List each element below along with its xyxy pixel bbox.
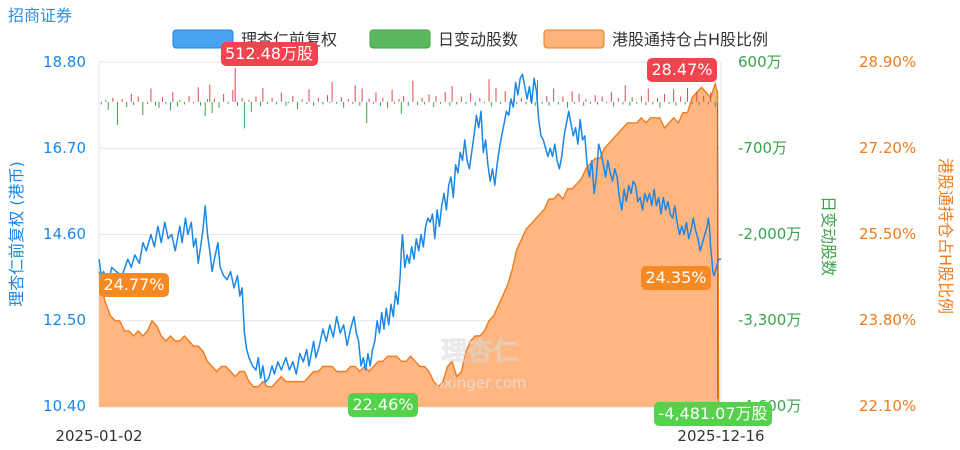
- price-line: [98, 73, 721, 384]
- left-tick: 14.60: [43, 225, 86, 243]
- holding-area: [98, 81, 721, 408]
- right-tick: 25.50%: [859, 225, 916, 243]
- change-bars: [100, 67, 719, 400]
- holding-line: [98, 81, 721, 408]
- callout-holding-min-text: 22.46%: [352, 395, 413, 414]
- legend-item-change[interactable]: 日变动股数: [369, 29, 518, 49]
- callout-holding-end: 24.35%: [641, 266, 711, 290]
- right-tick: 27.20%: [859, 139, 916, 157]
- right-axis: 28.90% 27.20% 25.50% 23.80% 22.10%: [859, 53, 916, 415]
- callout-change-max-text: 512.48万股: [225, 44, 313, 63]
- legend-swatch-price: [172, 29, 234, 49]
- callout-holding-end-text: 24.35%: [645, 268, 706, 287]
- mid-tick: 600万: [738, 53, 782, 71]
- legend-item-holding[interactable]: 港股通持仓占H股比例: [543, 29, 768, 49]
- left-axis: 18.80 16.70 14.60 12.50 10.40: [43, 53, 86, 415]
- holding-area-fill: [99, 83, 721, 408]
- callout-holding-start-text: 24.77%: [103, 275, 164, 294]
- callout-holding-max-text: 28.47%: [651, 60, 712, 79]
- right-axis-title: 港股通持仓占H股比例: [936, 158, 955, 314]
- callout-change-min: -4,481.07万股: [654, 402, 772, 426]
- callout-holding-max: 28.47%: [647, 58, 717, 82]
- mid-axis-title: 日变动股数: [819, 196, 838, 276]
- watermark-site: lixinger.com: [435, 374, 526, 392]
- callouts: 512.48万股 -4,481.07万股 28.47% 22.46% 24.77…: [99, 42, 772, 426]
- callout-change-max: 512.48万股: [221, 42, 318, 66]
- watermark-logo: 理杏仁: [441, 337, 519, 367]
- right-tick: 23.80%: [859, 311, 916, 329]
- left-tick: 18.80: [43, 53, 86, 71]
- left-tick: 10.40: [43, 397, 86, 415]
- callout-change-min-text: -4,481.07万股: [658, 404, 767, 423]
- legend-label-change: 日变动股数: [438, 30, 518, 49]
- right-tick: 22.10%: [859, 397, 916, 415]
- legend-swatch-holding: [543, 29, 605, 49]
- left-axis-title: 理杏仁前复权 (港币): [7, 161, 26, 307]
- x-start-label: 2025-01-02: [55, 427, 142, 445]
- legend-label-holding: 港股通持仓占H股比例: [612, 30, 768, 49]
- legend-swatch-change: [369, 29, 431, 49]
- watermark: 理杏仁 lixinger.com: [435, 337, 527, 393]
- callout-holding-min: 22.46%: [348, 393, 418, 417]
- mid-tick: -3,300万: [738, 311, 801, 329]
- price-line-path: [98, 73, 721, 384]
- mid-tick: -2,000万: [738, 225, 801, 243]
- left-tick: 16.70: [43, 139, 86, 157]
- mid-tick: -700万: [738, 139, 787, 157]
- right-tick: 28.90%: [859, 53, 916, 71]
- mid-axis: 600万 -700万 -2,000万 -3,300万 -4,600万: [738, 53, 801, 415]
- callout-holding-start: 24.77%: [99, 273, 169, 297]
- app-title: 招商证券: [8, 6, 73, 25]
- x-end-label: 2025-12-16: [677, 427, 764, 445]
- left-tick: 12.50: [43, 311, 86, 329]
